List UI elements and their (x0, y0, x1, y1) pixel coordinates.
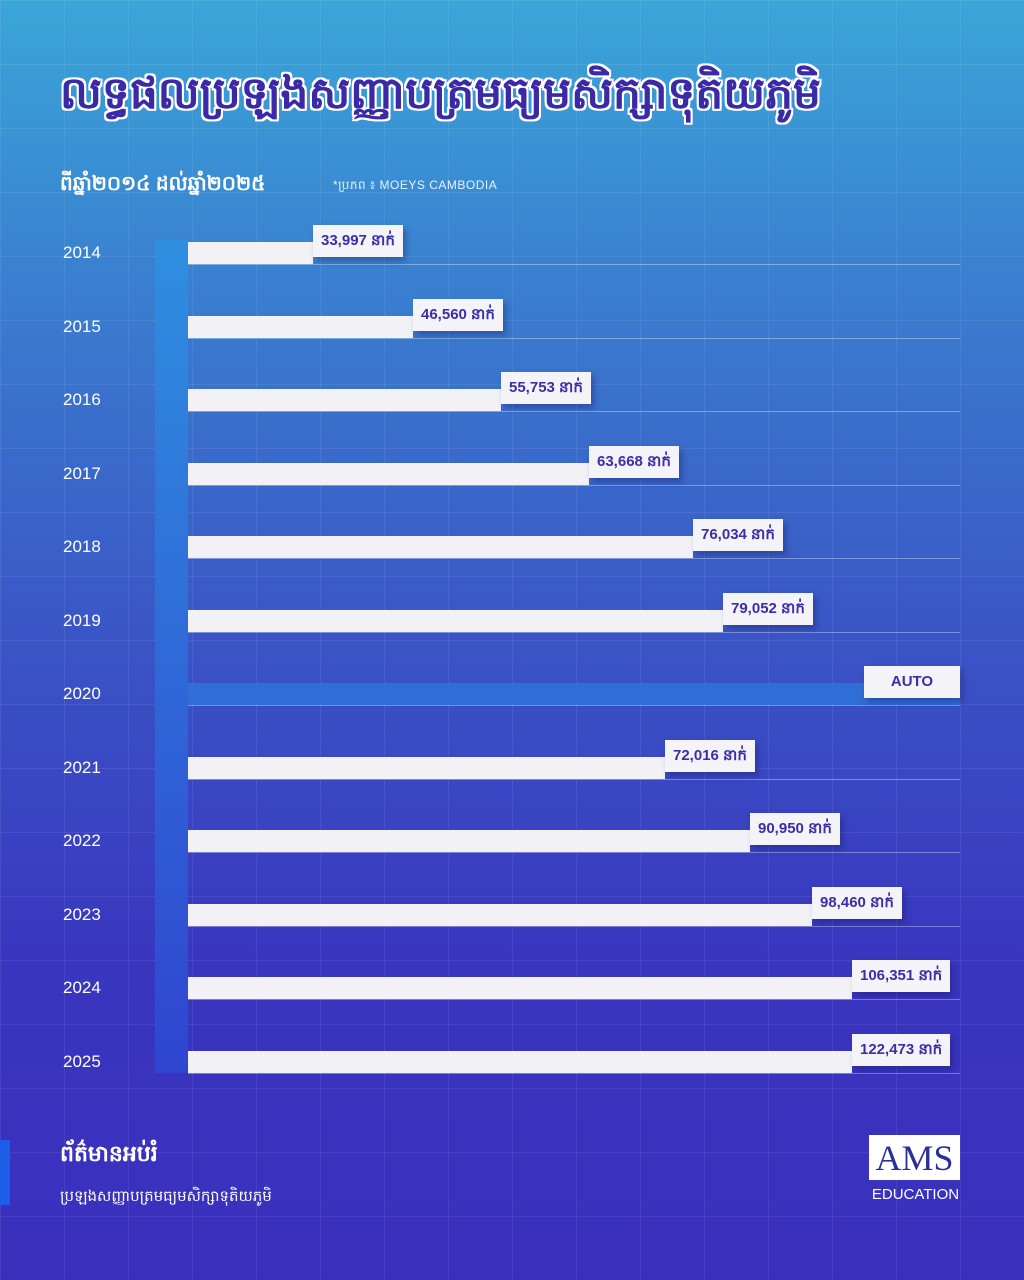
data-label-2024: 106,351 នាក់ (852, 960, 951, 992)
bar-2017 (188, 462, 589, 485)
bar-2019 (188, 609, 723, 632)
bar-2020 (188, 683, 960, 705)
year-tick-label: 2016 (63, 390, 101, 409)
data-label-2014: 33,997 នាក់ (313, 225, 403, 257)
year-tick-label: 2014 (63, 243, 101, 262)
bar-2023 (188, 903, 812, 926)
year-tick-label: 2023 (63, 904, 101, 924)
source-note: *ប្រភព ៖ MOEYS CAMBODIA (333, 178, 498, 192)
row-separator (188, 999, 960, 1000)
data-label-2023: 98,460 នាក់ (812, 886, 902, 919)
row-separator (188, 631, 960, 633)
bar-2024 (188, 977, 852, 999)
chart-axis-strip (155, 240, 188, 1073)
logo-subtitle: EDUCATION (871, 1186, 960, 1203)
page-title: លទ្ធផលប្រឡងសញ្ញាបត្រមធ្យមសិក្សាទុតិយភូមិ (60, 69, 821, 118)
data-label-2020: AUTO (864, 666, 960, 698)
row-separator (188, 558, 960, 559)
footer-title: ព័ត៌មានអប់រំ (60, 1141, 158, 1166)
bar-2015 (188, 315, 413, 338)
bar-2022 (188, 830, 750, 852)
data-label-2018: 76,034 នាក់ (693, 519, 783, 551)
row-separator (188, 411, 960, 412)
year-tick-label: 2017 (63, 463, 101, 483)
data-label-2019: 79,052 នាក់ (723, 592, 813, 625)
data-label-2016: 55,753 នាក់ (501, 372, 591, 404)
row-separator (188, 778, 960, 780)
row-separator (188, 264, 960, 265)
data-label-2021: 72,016 នាក់ (665, 739, 755, 772)
footer-accent (0, 1140, 10, 1205)
row-separator (188, 337, 960, 339)
row-separator (188, 705, 960, 706)
year-tick-label: 2024 (63, 978, 101, 997)
bar-2014 (188, 242, 313, 264)
row-separator (188, 484, 960, 486)
year-tick-label: 2018 (63, 537, 101, 556)
row-separator (188, 1072, 960, 1074)
data-label-2022: 90,950 នាក់ (750, 813, 840, 845)
year-tick-label: 2025 (63, 1051, 101, 1071)
page-subtitle: ពីឆ្នាំ២០១៤ ដល់ឆ្នាំ២០២៥ (60, 173, 266, 195)
row-separator (188, 925, 960, 927)
bar-2016 (188, 389, 501, 411)
bar-2021 (188, 756, 665, 779)
year-tick-label: 2022 (63, 831, 101, 850)
bar-2018 (188, 536, 693, 558)
bar-2025 (188, 1050, 852, 1073)
data-label-2025: 122,473 នាក់ (852, 1033, 951, 1066)
year-tick-label: 2015 (63, 316, 101, 336)
year-tick-label: 2019 (63, 610, 101, 630)
row-separator (188, 852, 960, 853)
ams-logo: AMS (869, 1135, 960, 1180)
year-tick-label: 2021 (63, 757, 101, 777)
year-tick-label: 2020 (63, 684, 101, 703)
data-label-2015: 46,560 នាក់ (413, 298, 503, 331)
data-label-2017: 63,668 នាក់ (589, 445, 679, 478)
footer-subtitle: ប្រឡងសញ្ញាបត្រមធ្យមសិក្សាទុតិយភូមិ (60, 1188, 272, 1205)
